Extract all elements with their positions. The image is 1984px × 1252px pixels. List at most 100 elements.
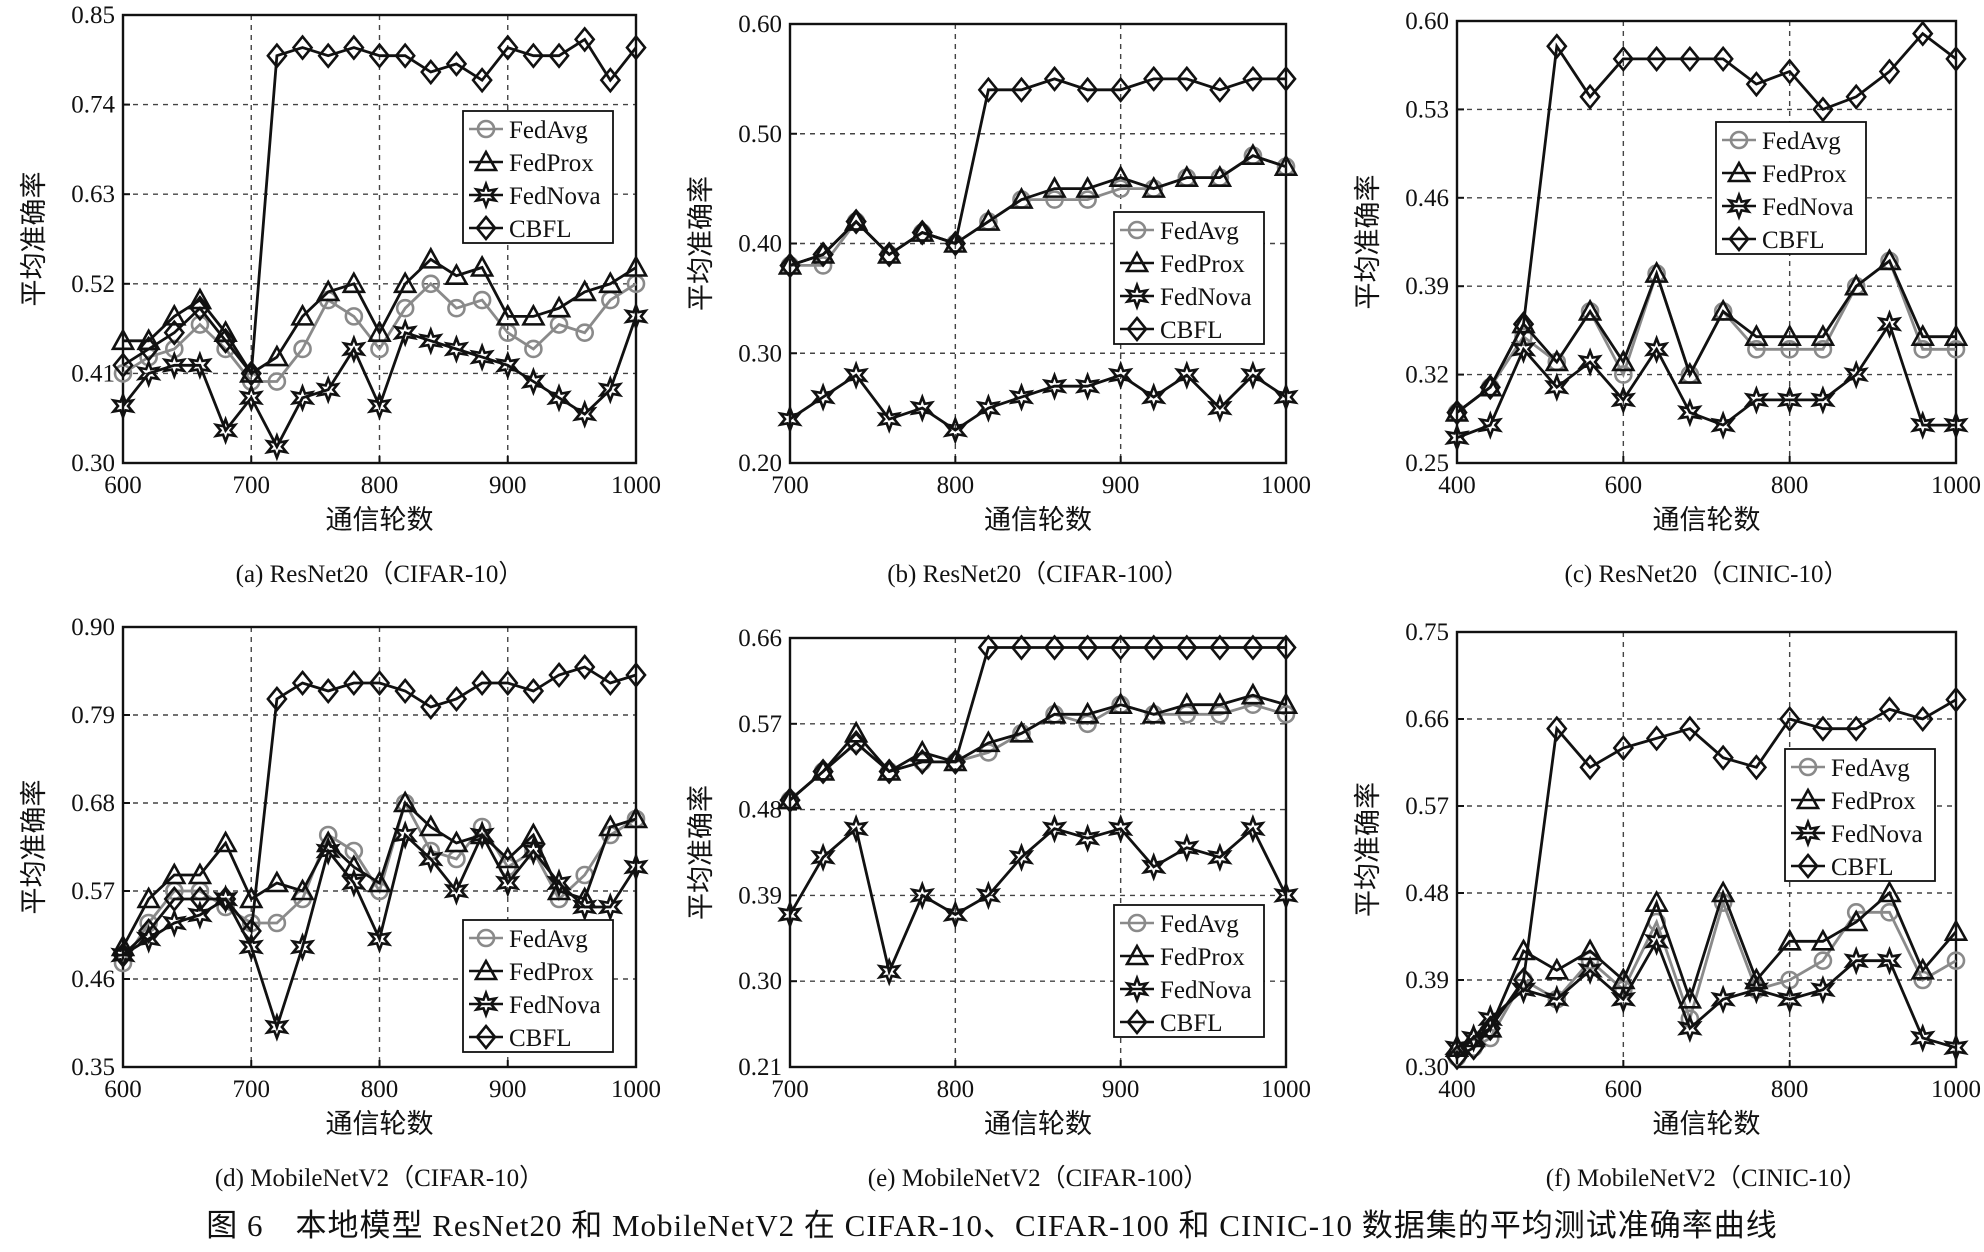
legend-label-fedavg: FedAvg	[509, 926, 588, 953]
data-point-fednova	[161, 350, 188, 381]
y-tick-label: 0.90	[71, 614, 115, 641]
data-point-fedprox	[1009, 720, 1034, 743]
y-tick-label: 0.35	[71, 1054, 115, 1081]
data-point-cbfl	[1512, 311, 1535, 338]
series-fednova	[110, 820, 649, 1042]
x-tick-label: 900	[489, 1076, 527, 1103]
data-point-cbfl	[522, 677, 545, 705]
legend-label-cbfl: CBFL	[1831, 854, 1894, 881]
data-point-fedprox	[495, 846, 520, 869]
data-point-fednova	[1743, 975, 1770, 1005]
legend-star-marker	[1124, 974, 1150, 1004]
x-tick-label: 600	[1605, 472, 1643, 499]
x-axis-label: 通信轮数	[984, 1109, 1092, 1139]
data-point-cbfl	[779, 787, 801, 814]
data-point-cbfl	[1275, 634, 1297, 661]
legend: FedAvg FedProx FedNova CBFL	[1784, 748, 1936, 882]
legend-circle-marker	[1127, 913, 1147, 933]
x-tick-label: 900	[1102, 472, 1140, 499]
data-point-fedprox	[1141, 175, 1166, 198]
y-tick-label: 0.21	[738, 1054, 782, 1081]
legend-star-marker	[1726, 191, 1752, 221]
legend-label-fedprox: FedProx	[509, 150, 594, 177]
data-point-cbfl	[163, 319, 185, 346]
legend-triangle-marker	[1124, 250, 1150, 273]
data-point-cbfl	[112, 941, 134, 969]
data-point-cbfl	[343, 669, 365, 697]
series-cbfl	[779, 65, 1297, 279]
data-point-fedprox	[213, 830, 238, 853]
data-point-cbfl	[599, 67, 622, 94]
data-point-cbfl	[214, 885, 237, 913]
legend-diamond-marker	[475, 214, 497, 242]
series-line-fednova	[1456, 938, 1957, 1050]
y-axis-label: 平均准确率	[1353, 782, 1383, 917]
data-point-fedprox	[1478, 374, 1503, 397]
x-axis-label: 通信轮数	[984, 505, 1092, 535]
data-point-fednova	[1876, 309, 1903, 339]
data-point-cbfl	[471, 669, 493, 697]
x-axis-label: 通信轮数	[1653, 505, 1761, 535]
x-axis-label: 通信轮数	[1653, 1109, 1761, 1139]
data-point-fednova	[1810, 975, 1836, 1005]
data-point-cbfl	[1242, 65, 1264, 92]
data-point-fedavg	[1276, 704, 1296, 724]
data-point-fedprox	[1042, 701, 1067, 724]
legend-label-cbfl: CBFL	[1160, 317, 1223, 344]
data-point-fednova	[264, 431, 290, 462]
data-point-cbfl	[944, 230, 967, 257]
data-point-fednova	[623, 852, 649, 882]
legend-label-cbfl: CBFL	[1762, 227, 1825, 254]
data-point-fednova	[597, 892, 624, 922]
data-point-fedprox	[290, 878, 315, 901]
data-point-fedprox	[910, 219, 935, 242]
x-tick-label: 1000	[611, 472, 661, 499]
data-point-fedavg	[447, 298, 466, 318]
series-fednova	[777, 360, 1299, 445]
data-point-fedprox	[1478, 1015, 1503, 1038]
data-point-cbfl	[1878, 58, 1901, 85]
data-point-cbfl	[574, 653, 596, 681]
data-point-fednova	[315, 374, 341, 405]
legend-diamond-marker	[1797, 852, 1819, 880]
data-point-cbfl	[420, 58, 442, 86]
data-point-cbfl	[1912, 20, 1934, 47]
legend-label-fedprox: FedProx	[1762, 161, 1847, 188]
legend-label-fedavg: FedAvg	[1160, 218, 1239, 245]
y-tick-label: 0.60	[738, 11, 782, 38]
data-point-cbfl	[1479, 1015, 1501, 1042]
data-point-cbfl	[1878, 696, 1901, 723]
data-point-cbfl	[625, 34, 647, 61]
legend-circle-marker	[1127, 220, 1147, 240]
data-point-fednova	[1008, 382, 1035, 412]
data-point-fedprox	[1777, 324, 1802, 347]
legend: FedAvg FedProx FedNova CBFL	[1113, 904, 1265, 1038]
data-point-cbfl	[522, 42, 545, 69]
y-axis-label: 平均准确率	[686, 176, 716, 311]
data-point-fednova	[1643, 926, 1670, 956]
data-point-cbfl	[599, 669, 622, 697]
data-point-fedprox	[418, 246, 444, 269]
data-point-fednova	[443, 876, 470, 906]
data-point-fedprox	[1141, 701, 1166, 724]
data-point-fednova	[238, 932, 265, 962]
data-point-fedprox	[1544, 349, 1570, 372]
data-point-fedprox	[1710, 298, 1736, 321]
legend-label-fedprox: FedProx	[1831, 788, 1916, 815]
x-tick-label: 1000	[1931, 1076, 1981, 1103]
data-point-fednova	[975, 393, 1002, 423]
data-point-fedavg	[1045, 190, 1064, 209]
data-point-fedprox	[546, 295, 572, 318]
series-cbfl	[112, 26, 647, 387]
data-point-fedprox	[1843, 273, 1869, 296]
data-point-cbfl	[1579, 754, 1601, 781]
data-point-cbfl	[845, 729, 867, 756]
data-point-cbfl	[1446, 1044, 1468, 1071]
chart-panels: 600 700 800 900 1000 0.30 0.41 0.52 0.63 0.74 0.85…	[19, 2, 1981, 1192]
data-point-fednova	[494, 868, 521, 898]
data-point-cbfl	[1275, 65, 1297, 92]
data-point-cbfl	[445, 50, 468, 77]
data-point-cbfl	[845, 208, 867, 235]
data-point-fednova	[110, 391, 136, 421]
data-point-fedprox	[976, 208, 1001, 231]
